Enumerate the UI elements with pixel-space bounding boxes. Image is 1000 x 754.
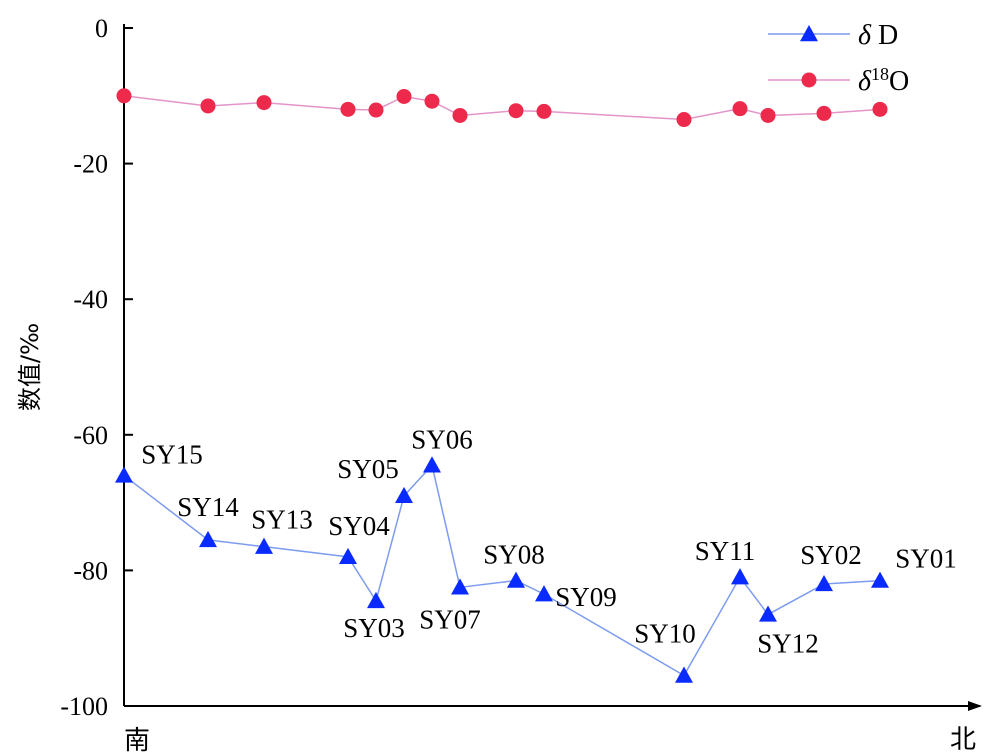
d18O-point <box>676 112 692 128</box>
legend-label: δ18O <box>858 64 909 97</box>
sample-label: SY14 <box>177 492 239 522</box>
d18O-point <box>368 102 384 118</box>
series-markers <box>115 88 889 683</box>
dD-point <box>115 466 133 483</box>
y-tick-label: 0 <box>95 14 108 43</box>
y-tick-label: -20 <box>73 150 108 179</box>
d18O-point <box>452 107 468 123</box>
y-tick-label: -60 <box>73 421 108 450</box>
sample-label: SY11 <box>695 536 756 566</box>
sample-label: SY10 <box>634 618 696 648</box>
dD-point <box>451 578 469 595</box>
y-tick-label: -80 <box>73 556 108 585</box>
dD-point <box>423 456 441 473</box>
d18O-point <box>760 107 776 123</box>
sample-label: SY13 <box>251 505 313 535</box>
dD-point <box>871 571 889 588</box>
sample-label: SY03 <box>343 613 405 643</box>
dD-point <box>535 585 553 602</box>
d18O-point <box>116 88 132 104</box>
dD-point <box>759 605 777 622</box>
dD-point <box>815 574 833 592</box>
d18O-point <box>424 93 440 109</box>
dD-point <box>731 568 749 585</box>
legend-marker-circle <box>801 72 817 88</box>
sample-label: SY09 <box>555 582 617 612</box>
sample-label: SY08 <box>483 540 545 570</box>
series-lines <box>123 95 881 677</box>
sample-label: SY01 <box>895 544 957 574</box>
sample-label: SY05 <box>337 454 399 484</box>
legend-marker-triangle <box>800 25 818 42</box>
sample-label: SY12 <box>757 628 819 658</box>
y-tick-label: -100 <box>60 692 108 721</box>
d18O-point <box>200 98 216 114</box>
sample-label: SY15 <box>141 439 203 469</box>
dD-point <box>339 547 357 565</box>
d18O-point <box>396 88 412 104</box>
d18O-point <box>872 101 888 117</box>
d18O-point <box>340 101 356 117</box>
d18O-point <box>536 103 552 119</box>
dD-point <box>507 571 525 588</box>
axes: 0 -20 -40 -60 -80 -100 南 北 数值/‰ <box>16 14 982 754</box>
legend: δ D δ18O <box>768 20 909 97</box>
sample-label: SY07 <box>419 604 481 634</box>
sample-label: SY06 <box>411 424 473 454</box>
d18O-point <box>508 103 524 119</box>
d18O-point <box>816 105 832 121</box>
d18O-point <box>256 95 272 111</box>
dD-point <box>367 591 385 609</box>
point-labels: SY15 SY14 SY13 SY04 SY03 SY05 SY06 SY07 SY08 SY09… <box>141 424 957 658</box>
d18O-point <box>732 101 748 117</box>
x-axis-start-label: 南 <box>124 726 150 754</box>
dD-point <box>255 537 273 554</box>
x-axis-end-label: 北 <box>950 725 976 754</box>
y-tick-label: -40 <box>73 285 108 314</box>
dD-point <box>199 530 217 548</box>
sample-label: SY02 <box>800 540 862 570</box>
dD-point <box>675 666 693 683</box>
y-axis-label: 数值/‰ <box>16 323 44 411</box>
legend-label: δ D <box>858 20 898 51</box>
dD-point <box>395 486 413 504</box>
sample-label: SY04 <box>328 511 390 541</box>
